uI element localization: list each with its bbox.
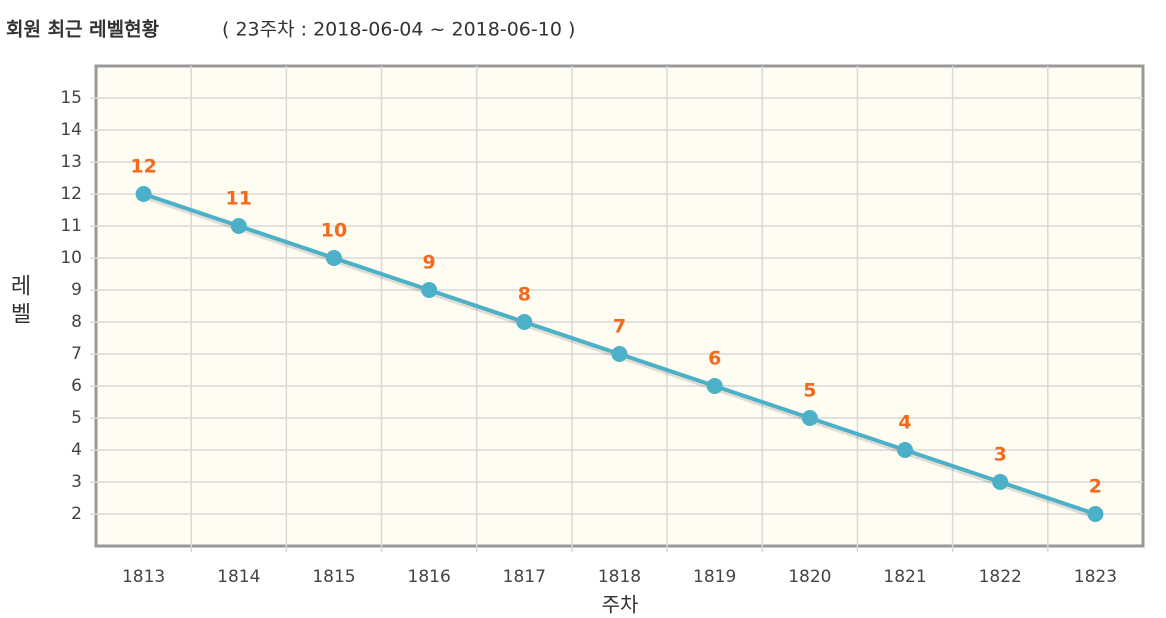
data-label: 12 (130, 156, 156, 178)
x-tick-label: 1814 (217, 567, 260, 587)
point (421, 282, 438, 298)
y-tick-label: 6 (71, 376, 82, 396)
x-tick-label: 1820 (788, 567, 831, 587)
data-label: 5 (803, 380, 816, 402)
chart-subtitle: ( 23주차 : 2018-06-04 ~ 2018-06-10 ) (222, 19, 575, 41)
point (992, 474, 1009, 490)
x-tick-label: 1817 (503, 567, 546, 587)
data-label: 3 (994, 444, 1007, 466)
point (801, 410, 818, 426)
y-tick-label: 5 (71, 408, 82, 428)
y-tick-label: 13 (60, 152, 82, 172)
x-tick-label: 1821 (883, 567, 926, 587)
point (325, 250, 342, 266)
x-tick-label: 1818 (598, 567, 641, 587)
data-label: 8 (518, 284, 531, 306)
point (897, 442, 914, 458)
y-tick-label: 12 (60, 184, 82, 204)
data-label: 10 (321, 220, 347, 242)
point (1087, 506, 1104, 522)
point (516, 314, 533, 330)
y-tick-label: 9 (71, 280, 82, 300)
data-label: 6 (708, 348, 721, 370)
point (611, 346, 628, 362)
x-tick-label: 1815 (312, 567, 355, 587)
chart-title: 회원 최근 레벨현황 (6, 18, 160, 41)
point (706, 378, 723, 394)
point (135, 186, 152, 202)
y-tick-label: 11 (60, 216, 82, 236)
y-axis-label: 레벨 (6, 274, 31, 330)
y-tick-label: 14 (60, 120, 82, 140)
y-tick-label: 2 (71, 504, 82, 524)
y-tick-label: 10 (60, 248, 82, 268)
x-tick-label: 1816 (408, 567, 451, 587)
y-tick-label: 8 (71, 312, 82, 332)
x-tick-label: 1822 (979, 567, 1022, 587)
y-tick-label: 4 (71, 440, 82, 460)
y-tick-label: 15 (60, 88, 82, 108)
x-tick-label: 1813 (122, 567, 165, 587)
y-tick-label: 7 (71, 344, 82, 364)
point (230, 218, 247, 234)
plot-area (94, 64, 1145, 548)
y-tick-label: 3 (71, 472, 82, 492)
x-tick-label: 1819 (693, 567, 736, 587)
data-label: 2 (1089, 476, 1102, 498)
data-label: 9 (423, 252, 436, 274)
data-label: 7 (613, 316, 626, 338)
x-tick-label: 1823 (1074, 567, 1117, 587)
data-label: 4 (898, 412, 911, 434)
data-label: 11 (226, 188, 252, 210)
x-axis-label: 주차 (602, 593, 639, 615)
